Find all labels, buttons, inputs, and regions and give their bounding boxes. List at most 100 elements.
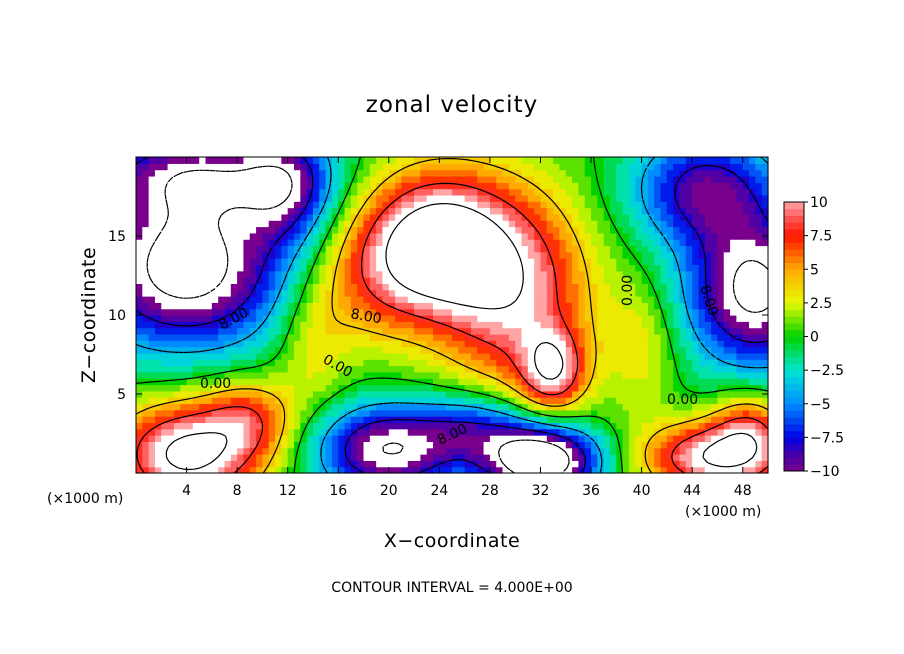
heatmap-cell	[572, 296, 579, 303]
heatmap-cell	[369, 201, 377, 209]
heatmap-cell	[237, 302, 245, 310]
heatmap-cell	[161, 264, 169, 272]
heatmap-cell	[350, 201, 358, 209]
heatmap-cell	[692, 175, 700, 183]
heatmap-cell	[591, 340, 598, 348]
heatmap-cell	[546, 403, 554, 411]
heatmap-cell	[388, 220, 396, 228]
heatmap-cell	[249, 251, 257, 259]
heatmap-cell	[458, 466, 466, 474]
heatmap-cell	[262, 359, 270, 367]
heatmap-cell	[654, 454, 662, 461]
heatmap-cell	[173, 378, 181, 386]
heatmap-cell	[180, 378, 188, 386]
heatmap-cell	[502, 315, 510, 322]
heatmap-cell	[281, 175, 289, 183]
heatmap-cell	[761, 333, 769, 341]
heatmap-cell	[603, 308, 611, 316]
heatmap-cell	[673, 232, 681, 240]
heatmap-cell	[622, 327, 630, 335]
heatmap-cell	[433, 258, 440, 266]
heatmap-cell	[414, 340, 421, 348]
heatmap-cell	[723, 220, 731, 228]
heatmap-cell	[679, 296, 687, 303]
heatmap-cell	[515, 232, 523, 240]
heatmap-cell	[578, 302, 586, 310]
heatmap-cell	[723, 283, 731, 291]
heatmap-cell	[730, 220, 737, 228]
heatmap-cell	[363, 188, 371, 196]
heatmap-cell	[445, 466, 453, 474]
heatmap-cell	[218, 365, 226, 373]
heatmap-cell	[508, 201, 516, 209]
heatmap-cell	[395, 226, 403, 234]
heatmap-cell	[660, 416, 668, 424]
heatmap-cell	[578, 390, 586, 398]
heatmap-cell	[660, 201, 668, 209]
heatmap-cell	[610, 213, 617, 221]
heatmap-cell	[268, 340, 276, 348]
heatmap-cell	[755, 365, 763, 373]
heatmap-cell	[515, 188, 523, 196]
heatmap-cell	[268, 245, 276, 253]
heatmap-cell	[685, 258, 693, 266]
heatmap-cell	[641, 378, 649, 386]
heatmap-cell	[262, 340, 270, 348]
heatmap-cell	[685, 289, 693, 297]
heatmap-cell	[388, 163, 396, 171]
heatmap-cell	[591, 390, 598, 398]
heatmap-cell	[749, 403, 756, 411]
heatmap-cell	[237, 239, 245, 247]
heatmap-cell	[350, 333, 358, 341]
heatmap-cell	[407, 220, 415, 228]
heatmap-cell	[414, 352, 421, 360]
heatmap-cell	[186, 333, 194, 341]
heatmap-cell	[616, 340, 624, 348]
heatmap-cell	[211, 270, 219, 278]
heatmap-cell	[173, 390, 181, 398]
heatmap-cell	[616, 296, 624, 303]
heatmap-cell	[508, 283, 516, 291]
heatmap-cell	[363, 213, 371, 221]
heatmap-cell	[294, 163, 301, 171]
heatmap-cell	[319, 390, 327, 398]
heatmap-cell	[591, 188, 598, 196]
heatmap-cell	[736, 213, 744, 221]
heatmap-cell	[142, 270, 150, 278]
heatmap-cell	[243, 371, 251, 379]
heatmap-cell	[192, 264, 200, 272]
heatmap-cell	[376, 201, 384, 209]
heatmap-cell	[685, 308, 693, 316]
heatmap-cell	[281, 226, 289, 234]
heatmap-cell	[338, 163, 346, 171]
heatmap-cell	[426, 409, 434, 417]
heatmap-cell	[294, 188, 301, 196]
heatmap-cell	[142, 416, 150, 424]
heatmap-cell	[597, 163, 605, 171]
heatmap-cell	[192, 352, 200, 360]
heatmap-cell	[616, 201, 624, 209]
heatmap-cell	[628, 201, 636, 209]
heatmap-cell	[761, 188, 769, 196]
heatmap-cell	[136, 175, 143, 183]
heatmap-cell	[243, 441, 251, 449]
heatmap-cell	[357, 157, 365, 164]
heatmap-cell	[622, 359, 630, 367]
heatmap-cell	[452, 232, 459, 240]
heatmap-cell	[325, 327, 333, 335]
heatmap-cell	[275, 194, 282, 202]
heatmap-cell	[180, 403, 188, 411]
heatmap-cell	[502, 157, 510, 164]
heatmap-cell	[338, 296, 346, 303]
heatmap-cell	[761, 397, 769, 405]
heatmap-cell	[660, 277, 668, 284]
heatmap-cell	[199, 277, 207, 284]
heatmap-cell	[433, 428, 440, 436]
heatmap-cell	[142, 441, 150, 449]
heatmap-cell	[679, 207, 687, 215]
heatmap-cell	[458, 371, 466, 379]
heatmap-cell	[572, 447, 579, 455]
heatmap-cell	[730, 157, 737, 164]
heatmap-cell	[673, 201, 681, 209]
heatmap-cell	[647, 175, 655, 183]
